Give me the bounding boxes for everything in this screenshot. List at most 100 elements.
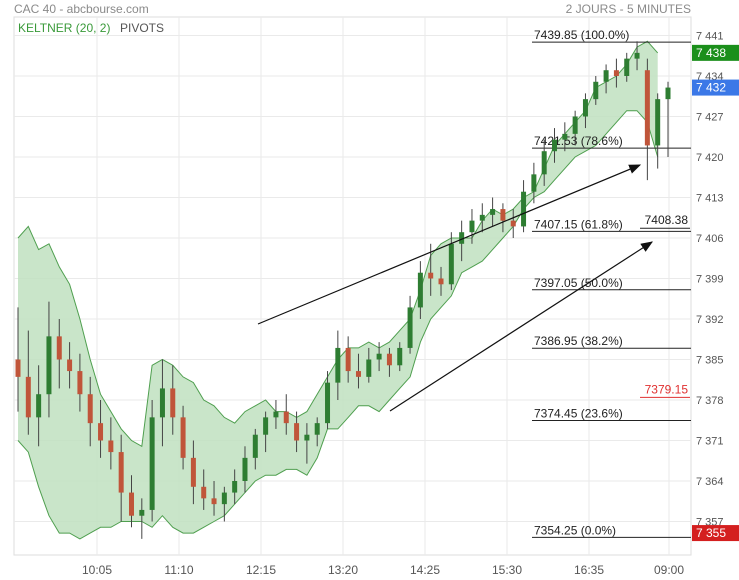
candle-body bbox=[67, 359, 73, 372]
candle-body bbox=[448, 243, 454, 285]
candle-body bbox=[397, 347, 403, 366]
y-tick-label: 7 399 bbox=[696, 274, 724, 286]
x-tick-label: 10:05 bbox=[82, 563, 112, 577]
candle-body bbox=[77, 371, 83, 395]
candle-body bbox=[325, 382, 331, 424]
plot-frame bbox=[13, 16, 692, 556]
candle-body bbox=[355, 371, 361, 377]
candle-body bbox=[479, 214, 485, 221]
candle-body bbox=[98, 423, 104, 441]
x-tick-label: 14:25 bbox=[410, 563, 440, 577]
candle-body bbox=[46, 336, 52, 395]
candle-body bbox=[541, 151, 547, 175]
candle-body bbox=[211, 498, 217, 505]
annotation-label: 7408.38 bbox=[645, 213, 689, 227]
y-tick-label: 7 420 bbox=[696, 152, 724, 164]
candle-body bbox=[263, 417, 269, 435]
candle-body bbox=[273, 411, 279, 418]
x-tick-label: 09:00 bbox=[654, 563, 684, 577]
y-tick-label: 7 427 bbox=[696, 112, 724, 124]
candle-body bbox=[562, 133, 568, 140]
chart-title: CAC 40 - abcbourse.com bbox=[14, 2, 149, 16]
candle-body bbox=[500, 209, 506, 221]
candle-body bbox=[469, 220, 475, 233]
candle-body bbox=[665, 87, 671, 100]
candle-body bbox=[510, 220, 516, 227]
candle-body bbox=[459, 232, 465, 244]
candle-body bbox=[56, 336, 62, 360]
y-tick-label: 7 385 bbox=[696, 355, 724, 367]
price-badge-label: 7 432 bbox=[696, 81, 726, 95]
x-tick-label: 13:20 bbox=[328, 563, 358, 577]
candle-body bbox=[655, 99, 661, 146]
candle-body bbox=[283, 411, 289, 424]
pivots-indicator-label[interactable]: PIVOTS bbox=[120, 21, 165, 35]
candle-body bbox=[36, 394, 42, 418]
price-badge bbox=[692, 525, 739, 542]
trend-arrow-lower bbox=[389, 241, 654, 412]
candle-body bbox=[438, 278, 444, 285]
trend-arrow-upper bbox=[257, 164, 642, 325]
y-tick-label: 7 378 bbox=[696, 395, 724, 407]
keltner-lower-line bbox=[17, 110, 659, 540]
candle-body bbox=[335, 347, 341, 383]
candle-body bbox=[252, 434, 258, 458]
y-tick-label: 7 441 bbox=[696, 31, 724, 43]
candle-body bbox=[242, 457, 248, 481]
chart-period: 2 JOURS - 5 MINUTES bbox=[565, 2, 691, 16]
candle-body bbox=[232, 481, 238, 493]
fibonacci-label: 7386.95 (38.2%) bbox=[534, 334, 623, 348]
candle-body bbox=[593, 81, 599, 100]
x-tick-label: 11:10 bbox=[164, 563, 193, 577]
candle-body bbox=[190, 457, 196, 487]
candle-body bbox=[201, 486, 207, 499]
candle-body bbox=[345, 347, 351, 372]
price-badge bbox=[692, 79, 739, 96]
fibonacci-label: 7397.05 (50.0%) bbox=[534, 276, 623, 290]
annotation-label: 7379.15 bbox=[645, 382, 689, 396]
candle-body bbox=[552, 139, 558, 152]
candle-body bbox=[108, 440, 114, 453]
candle-body bbox=[582, 99, 588, 117]
keltner-indicator-label[interactable]: KELTNER (20, 2) bbox=[18, 21, 111, 35]
fibonacci-label: 7374.45 (23.6%) bbox=[534, 407, 623, 421]
candle-body bbox=[490, 209, 496, 215]
y-tick-label: 7 413 bbox=[696, 193, 724, 205]
candle-body bbox=[366, 359, 372, 377]
x-tick-label: 12:15 bbox=[246, 563, 276, 577]
candle-body bbox=[603, 70, 609, 82]
fibonacci-label: 7421.53 (78.6%) bbox=[534, 134, 623, 148]
y-tick-label: 7 371 bbox=[696, 436, 724, 448]
candle-body bbox=[159, 388, 165, 418]
candle-body bbox=[294, 423, 300, 441]
candle-body bbox=[644, 70, 650, 146]
candle-body bbox=[118, 452, 124, 493]
candle-body bbox=[221, 492, 227, 505]
fibonacci-label: 7407.15 (61.8%) bbox=[534, 217, 623, 231]
candle-body bbox=[314, 423, 320, 435]
price-badge bbox=[692, 44, 739, 61]
price-badge-label: 7 438 bbox=[696, 46, 726, 60]
x-tick-label: 15:30 bbox=[492, 563, 522, 577]
candle-body bbox=[128, 492, 134, 516]
candle-body bbox=[417, 272, 423, 308]
x-tick-label: 16:35 bbox=[574, 563, 604, 577]
candle-body bbox=[149, 417, 155, 510]
keltner-band bbox=[18, 41, 658, 539]
candle-body bbox=[634, 52, 640, 59]
candle-body bbox=[531, 174, 537, 192]
fibonacci-label: 7354.25 (0.0%) bbox=[534, 523, 616, 537]
candle-body bbox=[572, 116, 578, 134]
candle-body bbox=[139, 509, 145, 516]
candle-body bbox=[428, 272, 434, 279]
candle-body bbox=[386, 353, 392, 366]
candle-body bbox=[624, 58, 630, 76]
candle-body bbox=[87, 394, 93, 424]
candle-body bbox=[376, 353, 382, 360]
price-badge-label: 7 355 bbox=[696, 526, 726, 540]
candle-body bbox=[521, 191, 527, 227]
y-tick-label: 7 364 bbox=[696, 476, 724, 488]
y-tick-label: 7 392 bbox=[696, 314, 724, 326]
candle-body bbox=[25, 376, 31, 418]
